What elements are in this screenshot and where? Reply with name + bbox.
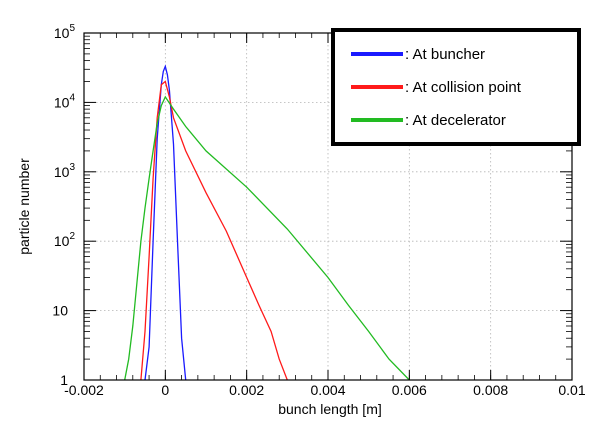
y-tick-label: 102 (54, 231, 76, 249)
y-axis-title: particle number (16, 158, 32, 255)
series-layer (124, 64, 410, 381)
x-tick-labels: -0.002 0 0.002 0.004 0.006 0.008 0.01 (64, 382, 586, 398)
legend: : At buncher : At collision point : At dec… (331, 28, 581, 146)
y-tick-label: 103 (54, 162, 76, 180)
x-tick-label: 0 (161, 382, 169, 398)
y-tick-exponent: 5 (69, 23, 75, 34)
x-tick-label: 0.008 (473, 382, 508, 398)
legend-entries: : At buncher : At collision point : At dec… (351, 46, 522, 129)
grid (84, 33, 572, 380)
y-tick-exponent: 2 (69, 231, 75, 242)
series-line-at-decelerator (124, 95, 410, 381)
x-tick-label: 0.01 (558, 382, 585, 398)
y-tick-labels: 1 10 102 103 104 105 (52, 23, 75, 388)
series-line-at-collision-point (140, 80, 288, 381)
legend-label: : At collision point (405, 79, 522, 96)
x-tick-label: 0.002 (229, 382, 264, 398)
legend-label: : At decelerator (405, 112, 506, 129)
y-tick-exponent: 4 (69, 92, 75, 103)
x-axis-title: bunch length [m] (278, 401, 382, 417)
x-tick-label: 0.004 (310, 382, 345, 398)
x-tick-label: 0.006 (392, 382, 427, 398)
y-tick-label: 105 (54, 23, 76, 41)
y-tick-label: 1 (60, 372, 68, 388)
x-tick-label: -0.002 (64, 382, 104, 398)
series-line-at-buncher (144, 64, 187, 381)
legend-label: : At buncher (405, 46, 485, 63)
y-tick-label: 104 (54, 92, 76, 110)
y-tick-label: 10 (52, 303, 68, 319)
y-tick-exponent: 3 (69, 162, 75, 173)
